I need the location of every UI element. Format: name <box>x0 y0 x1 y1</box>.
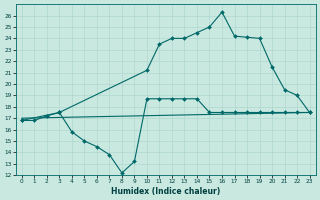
X-axis label: Humidex (Indice chaleur): Humidex (Indice chaleur) <box>111 187 220 196</box>
